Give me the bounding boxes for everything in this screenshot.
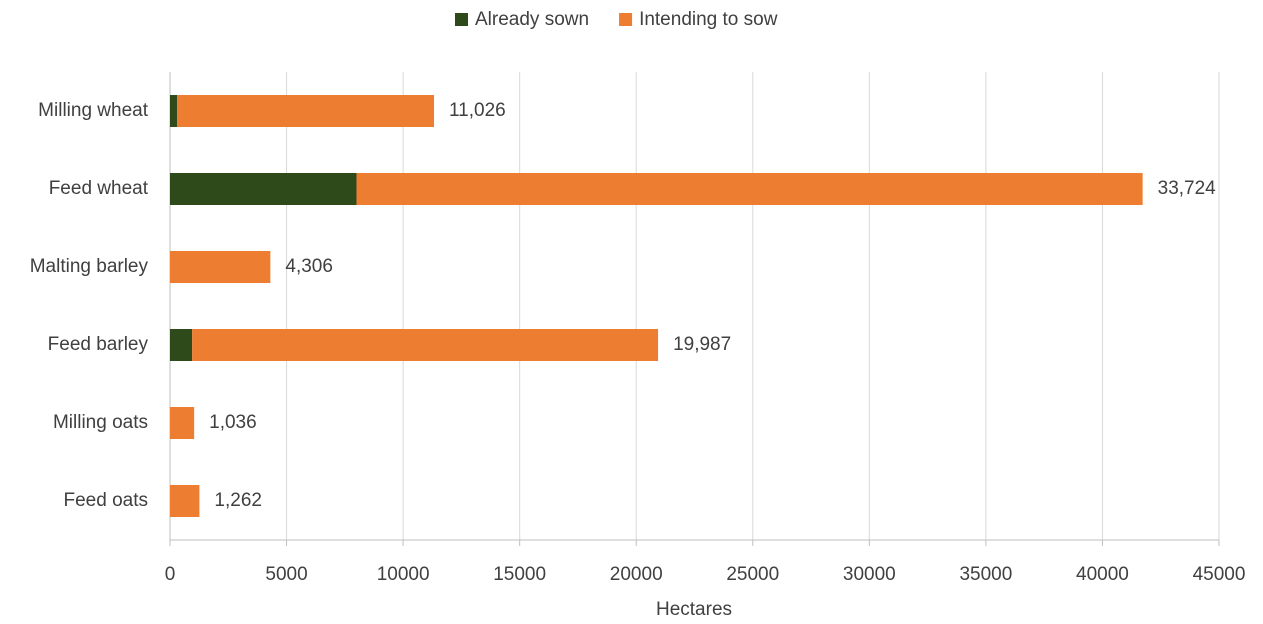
x-tick-label: 40000: [1076, 564, 1129, 585]
x-tick-label: 35000: [959, 564, 1012, 585]
legend-label: Intending to sow: [639, 9, 778, 30]
bar-segment: [170, 173, 357, 205]
bar-segment: [170, 329, 193, 361]
x-tick-label: 5000: [265, 564, 307, 585]
data-label: 33,724: [1158, 178, 1217, 199]
x-axis-title: Hectares: [656, 599, 732, 620]
legend-swatch: [455, 13, 468, 26]
x-tick-label: 45000: [1193, 564, 1246, 585]
x-tick-label: 25000: [726, 564, 779, 585]
data-label: 4,306: [285, 256, 333, 277]
x-tick-label: 10000: [377, 564, 430, 585]
bar-segment: [356, 173, 1143, 205]
y-tick-label: Milling wheat: [38, 100, 149, 121]
data-label: 19,987: [673, 334, 731, 355]
bar-segment: [170, 251, 271, 283]
y-tick-label: Feed oats: [64, 490, 149, 511]
x-tick-label: 15000: [493, 564, 546, 585]
bar-segment: [192, 329, 659, 361]
bar-segment: [170, 485, 200, 517]
y-tick-label: Malting barley: [30, 256, 149, 277]
y-tick-label: Feed barley: [48, 334, 149, 355]
bar-segment: [170, 95, 177, 127]
bar-segment: [176, 95, 435, 127]
x-tick-label: 20000: [610, 564, 663, 585]
y-tick-label: Milling oats: [53, 412, 148, 433]
x-tick-label: 0: [165, 564, 176, 585]
data-label: 1,036: [209, 412, 257, 433]
y-tick-label: Feed wheat: [49, 178, 149, 199]
legend-label: Already sown: [475, 9, 589, 30]
legend-swatch: [619, 13, 633, 26]
bar-segment: [170, 407, 195, 439]
data-label: 1,262: [214, 490, 262, 511]
x-tick-label: 30000: [843, 564, 896, 585]
data-label: 11,026: [449, 100, 506, 121]
